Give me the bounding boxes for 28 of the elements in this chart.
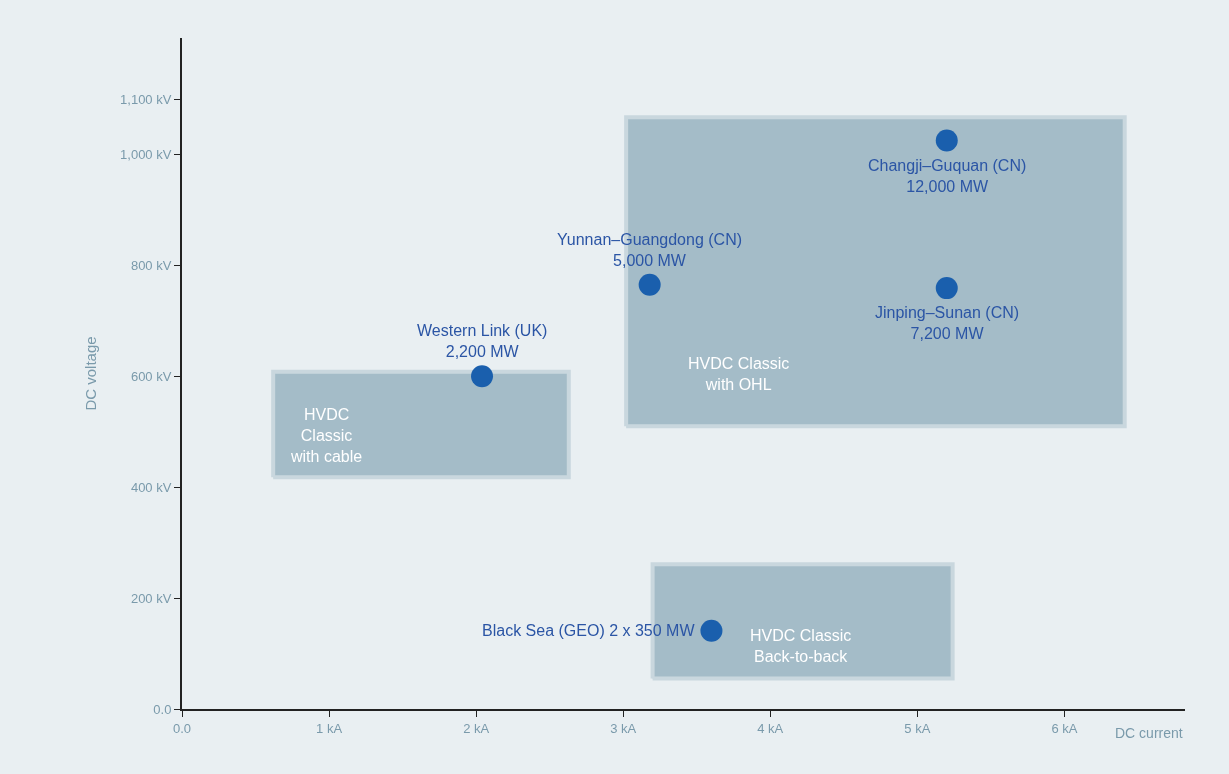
point: [700, 619, 723, 642]
point: [935, 277, 958, 300]
x-tick-label: 0.0: [172, 720, 192, 736]
y-tick-label: 1,000 kV: [120, 147, 172, 162]
point: [471, 365, 494, 388]
x-tick-label: 3 kA: [610, 720, 637, 736]
y-tick-label: 1,100 kV: [120, 91, 172, 107]
series-label: HVDC Classic with cable: [290, 406, 363, 465]
y-axis-title: DC voltage: [81, 336, 99, 411]
x-tick-label: 6 kA: [1051, 720, 1078, 736]
x-tick-label: 1 kA: [316, 720, 343, 736]
series-label: HVDC Classic with OHL: [688, 355, 790, 393]
y-tick-label: 600 kV: [130, 368, 172, 384]
x-axis-title: DC current: [1115, 725, 1183, 741]
point: [935, 129, 958, 152]
annotation: Jinping–Sunan (CN) 7,200 MW: [875, 304, 1020, 342]
series-label: HVDC Classic Back-to-back: [750, 627, 852, 665]
y-tick-label: 800 kV: [130, 257, 172, 273]
annotation: Western Link (UK) 2,200 MW: [417, 322, 548, 360]
annotation: Black Sea (GEO) 2 x 350 MW: [482, 622, 696, 639]
annotation: Changji–Guquan (CN) 12,000 MW: [868, 157, 1027, 195]
x-tick-label: 5 kA: [904, 720, 931, 736]
y-tick-label: 400 kV: [130, 479, 172, 495]
x-tick-label: 2 kA: [463, 720, 490, 736]
point: [638, 273, 661, 296]
x-tick-label: 4 kA: [757, 720, 784, 736]
y-tick-label: 200 kV: [130, 590, 172, 606]
y-tick-label: 0.0: [153, 701, 172, 717]
